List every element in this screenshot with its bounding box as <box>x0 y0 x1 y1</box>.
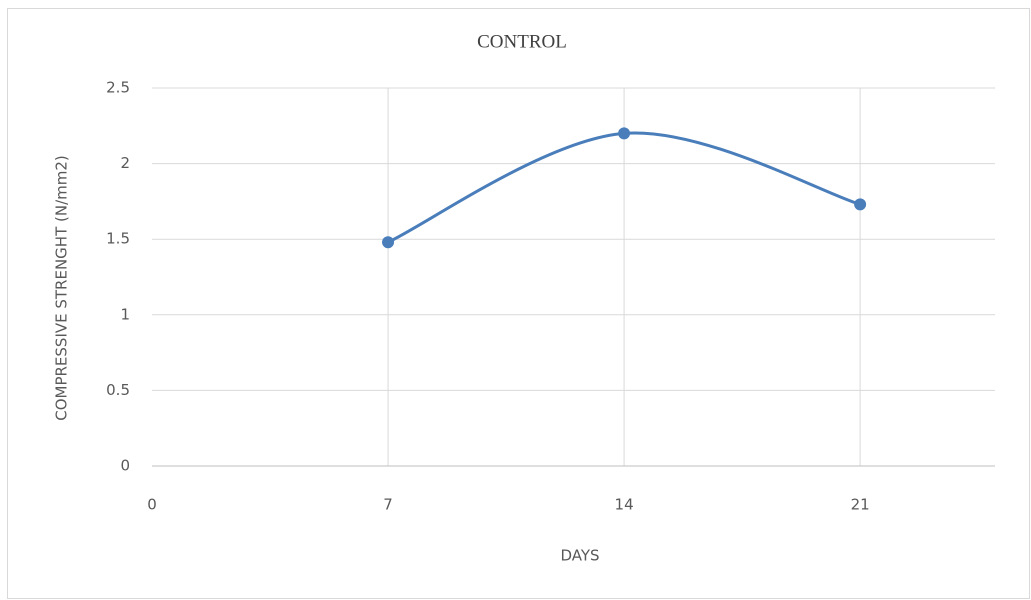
x-tick-label: 0 <box>147 496 157 514</box>
data-point <box>382 236 395 249</box>
y-tick-label: 1.5 <box>106 230 130 248</box>
data-point <box>854 198 867 211</box>
x-tick-label: 14 <box>615 496 634 514</box>
y-tick-label: 0.5 <box>106 381 130 399</box>
data-point <box>618 127 631 140</box>
x-tick-label: 7 <box>383 496 393 514</box>
x-axis-label: DAYS <box>560 547 599 565</box>
y-tick-label: 1 <box>120 305 130 323</box>
chart-title: CONTROL <box>477 31 567 52</box>
x-tick-label: 21 <box>851 496 870 514</box>
y-tick-label: 2.5 <box>106 79 130 97</box>
y-tick-label: 0 <box>120 457 130 475</box>
y-tick-label: 2 <box>120 154 130 172</box>
y-axis-label: COMPRESSIVE STRENGHT (N/mm2) <box>53 155 71 421</box>
chart-frame <box>7 8 1030 599</box>
